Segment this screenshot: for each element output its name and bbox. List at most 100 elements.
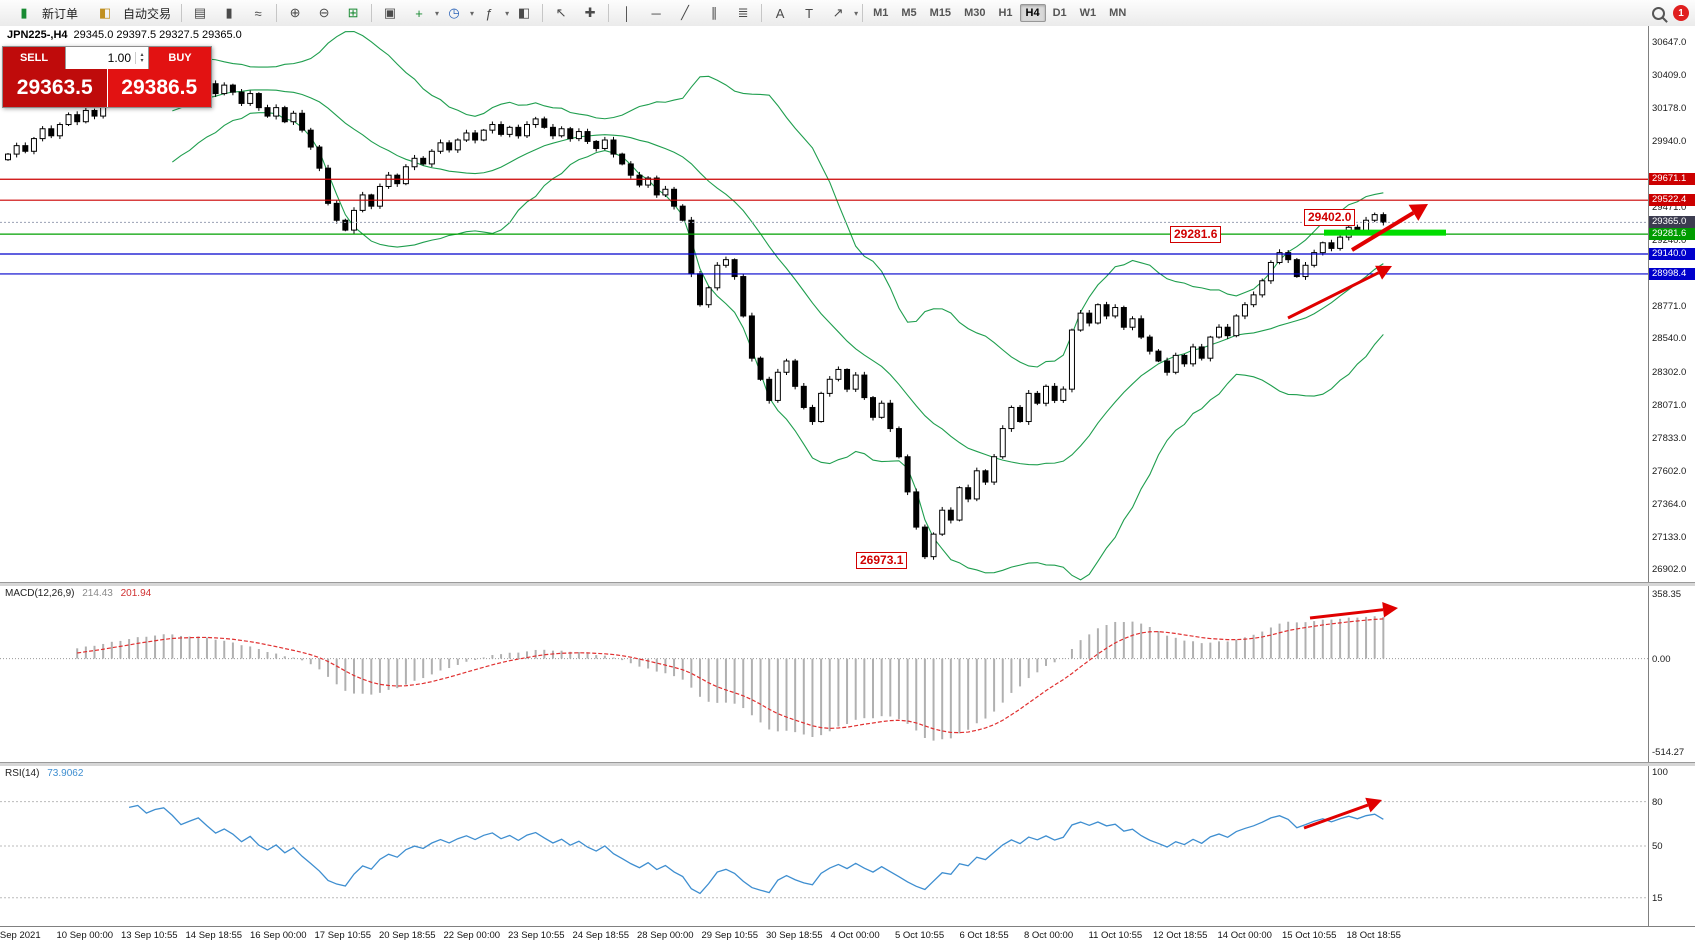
symbol-info: JPN225-,H4 29345.0 29397.5 29327.5 29365.… <box>5 29 244 41</box>
toolbar-separator <box>181 4 183 22</box>
zoom-in-icon[interactable]: ⊕ <box>289 5 301 20</box>
time-axis-label: 8 Oct 00:00 <box>1024 930 1074 941</box>
rsi-axis[interactable]: 100 80 50 15 <box>1648 766 1695 926</box>
rsi-chart[interactable] <box>0 766 1649 926</box>
new-order-icon: ▮ <box>20 5 28 20</box>
zoom-out-icon[interactable]: ⊖ <box>318 5 330 20</box>
toolbar-separator <box>542 4 544 22</box>
time-axis-label: 15 Oct 10:55 <box>1282 930 1337 941</box>
notification-badge[interactable]: 1 <box>1673 5 1689 21</box>
new-chart-icon[interactable]: + <box>415 5 423 21</box>
fibonacci-icon[interactable]: ≣ <box>737 5 749 20</box>
rsi-axis-label: 80 <box>1652 796 1663 808</box>
toolbar-separator <box>608 4 610 22</box>
volume-field[interactable]: 1.00 ▴ ▾ <box>65 47 149 69</box>
autotrade-icon: ◧ <box>98 5 112 20</box>
period-icon[interactable]: ◷ <box>448 5 460 20</box>
dropdown-caret-icon[interactable]: ▾ <box>470 8 475 18</box>
toolbar-separator <box>371 4 373 22</box>
horizontal-line-icon[interactable]: ─ <box>651 5 661 21</box>
buy-button[interactable]: BUY <box>149 47 211 69</box>
timeframe-w1[interactable]: W1 <box>1079 7 1097 19</box>
macd-pane[interactable]: MACD(12,26,9) 214.43 201.94 358.35 0.00 -5… <box>0 586 1695 762</box>
ohlc-values: 29345.0 29397.5 29327.5 29365.0 <box>73 29 242 41</box>
cascade-windows-icon[interactable]: ▣ <box>383 5 397 20</box>
cursor-icon[interactable]: ↖ <box>555 5 567 20</box>
timeframe-m15[interactable]: M15 <box>929 7 952 19</box>
arrow-shapes-icon[interactable]: ↗ <box>832 5 844 20</box>
dropdown-caret-icon[interactable]: ▾ <box>854 8 859 18</box>
crosshair-icon[interactable]: ✚ <box>584 5 596 20</box>
time-axis-label: 17 Sep 10:55 <box>314 930 372 941</box>
time-axis-label: 24 Sep 18:55 <box>572 930 630 941</box>
time-axis-label: 22 Sep 00:00 <box>443 930 501 941</box>
toolbar: ▮ 新订单 ◧ 自动交易 ▤ ▮ ≈ ⊕ ⊖ ⊞ ▣ + ▾ ◷ ▾ ƒ ▾ ◧… <box>0 0 1695 27</box>
bar-chart-icon[interactable]: ▤ <box>193 5 207 20</box>
dropdown-caret-icon[interactable]: ▾ <box>505 8 510 18</box>
axis-price-label: 27364.0 <box>1652 499 1687 511</box>
new-order-button[interactable]: ▮ 新订单 <box>4 3 84 23</box>
price-axis[interactable]: 30647.0 30409.0 30178.0 29940.0 29471.0 29240… <box>1648 26 1695 582</box>
macd-signal-value: 201.94 <box>120 588 152 599</box>
rsi-title: RSI(14) <box>5 768 40 779</box>
axis-price-label: 27833.0 <box>1652 433 1687 444</box>
line-chart-icon[interactable]: ≈ <box>254 5 262 21</box>
macd-axis[interactable]: 358.35 0.00 -514.27 <box>1648 586 1695 762</box>
timeframe-m5[interactable]: M5 <box>901 7 917 19</box>
profiles-icon[interactable]: ◧ <box>517 5 531 20</box>
timeframe-m30[interactable]: M30 <box>964 7 986 19</box>
time-axis-label: 9 Sep 2021 <box>0 930 41 941</box>
autotrade-button[interactable]: ◧ 自动交易 <box>85 3 177 23</box>
annotation-low: 26973.1 <box>856 552 908 569</box>
volume-spinner[interactable]: ▴ ▾ <box>135 52 148 64</box>
axis-price-chip: 28998.4 <box>1649 267 1695 280</box>
timeframe-m1[interactable]: M1 <box>873 7 889 19</box>
timeframe-d1[interactable]: D1 <box>1052 7 1067 19</box>
toolbar-separator <box>862 4 864 22</box>
text-icon[interactable]: A <box>775 5 785 21</box>
timeframe-mn[interactable]: MN <box>1109 7 1127 19</box>
timeframe-h1[interactable]: H1 <box>998 7 1013 19</box>
axis-price-chip: 29140.0 <box>1649 248 1695 261</box>
candlestick-chart[interactable] <box>0 26 1649 582</box>
time-axis-label: 11 Oct 10:55 <box>1088 930 1143 941</box>
toolbar-separator <box>276 4 278 22</box>
time-axis-label: 13 Sep 10:55 <box>121 930 178 941</box>
macd-title: MACD(12,26,9) <box>5 588 75 599</box>
time-axis[interactable]: 9 Sep 2021 10 Sep 00:00 13 Sep 10:55 14 Sep… <box>0 926 1695 945</box>
timeframe-h4[interactable]: H4 <box>1019 4 1046 22</box>
axis-price-label: 30409.0 <box>1652 70 1687 82</box>
candlestick-chart-icon[interactable]: ▮ <box>225 5 233 20</box>
macd-chart[interactable] <box>0 586 1649 762</box>
channel-icon[interactable]: ∥ <box>710 5 718 20</box>
macd-axis-label: 358.35 <box>1652 588 1682 600</box>
time-axis-label: 16 Sep 00:00 <box>250 930 307 941</box>
spin-down-icon[interactable]: ▾ <box>140 58 144 64</box>
time-axis-label: 28 Sep 00:00 <box>637 930 694 941</box>
sell-button[interactable]: SELL <box>3 47 65 69</box>
axis-price-chip: 29281.6 <box>1649 228 1695 241</box>
axis-price-chip: 29365.0 <box>1649 216 1695 229</box>
indicators-icon[interactable]: ƒ <box>485 5 493 21</box>
time-axis-label: 20 Sep 18:55 <box>379 930 436 941</box>
rsi-value: 73.9062 <box>47 768 84 779</box>
trendline-icon[interactable]: ╱ <box>681 5 689 20</box>
vertical-line-icon[interactable]: │ <box>623 5 632 21</box>
time-axis-label: 12 Oct 18:55 <box>1153 930 1208 941</box>
axis-price-chip: 29671.1 <box>1649 173 1695 186</box>
spin-up-icon[interactable]: ▴ <box>140 52 144 58</box>
main-chart-pane[interactable]: JPN225-,H4 29345.0 29397.5 29327.5 29365.… <box>0 26 1695 582</box>
axis-price-label: 27133.0 <box>1652 531 1687 543</box>
dropdown-caret-icon[interactable]: ▾ <box>435 8 440 18</box>
search-icon[interactable] <box>1652 6 1665 20</box>
time-axis-label: 23 Sep 10:55 <box>508 930 565 941</box>
axis-price-label: 27602.0 <box>1652 465 1687 477</box>
autotrade-label: 自动交易 <box>123 6 172 21</box>
buy-price[interactable]: 29386.5 <box>106 69 211 107</box>
macd-header: MACD(12,26,9) 214.43 201.94 <box>5 588 151 599</box>
axis-price-label: 29240.0 <box>1652 234 1687 246</box>
text-label-icon[interactable]: T <box>805 5 814 21</box>
sell-price[interactable]: 29363.5 <box>3 69 107 107</box>
rsi-pane[interactable]: RSI(14) 73.9062 100 80 50 15 <box>0 766 1695 926</box>
tile-windows-icon[interactable]: ⊞ <box>347 5 359 20</box>
